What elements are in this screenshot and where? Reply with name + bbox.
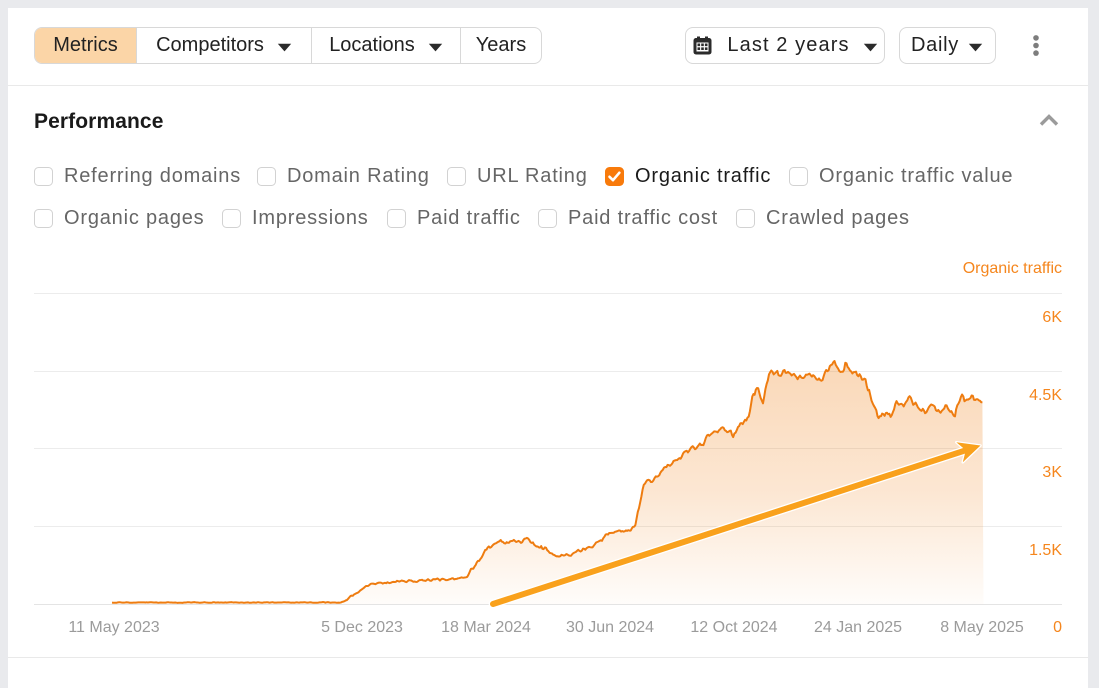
svg-text:11 May 2023: 11 May 2023 bbox=[68, 619, 159, 636]
svg-text:30 Jun 2024: 30 Jun 2024 bbox=[566, 619, 654, 636]
svg-text:18 Mar 2024: 18 Mar 2024 bbox=[441, 619, 531, 636]
svg-text:Organic traffic: Organic traffic bbox=[963, 260, 1062, 277]
svg-text:5 Dec 2023: 5 Dec 2023 bbox=[321, 619, 403, 636]
svg-text:8 May 2025: 8 May 2025 bbox=[940, 619, 1024, 636]
svg-text:12 Oct 2024: 12 Oct 2024 bbox=[690, 619, 777, 636]
svg-text:1.5K: 1.5K bbox=[1029, 542, 1062, 559]
svg-text:24 Jan 2025: 24 Jan 2025 bbox=[814, 619, 902, 636]
svg-text:4.5K: 4.5K bbox=[1029, 387, 1062, 404]
svg-text:6K: 6K bbox=[1042, 309, 1062, 326]
svg-text:3K: 3K bbox=[1042, 464, 1062, 481]
svg-text:0: 0 bbox=[1053, 619, 1062, 636]
